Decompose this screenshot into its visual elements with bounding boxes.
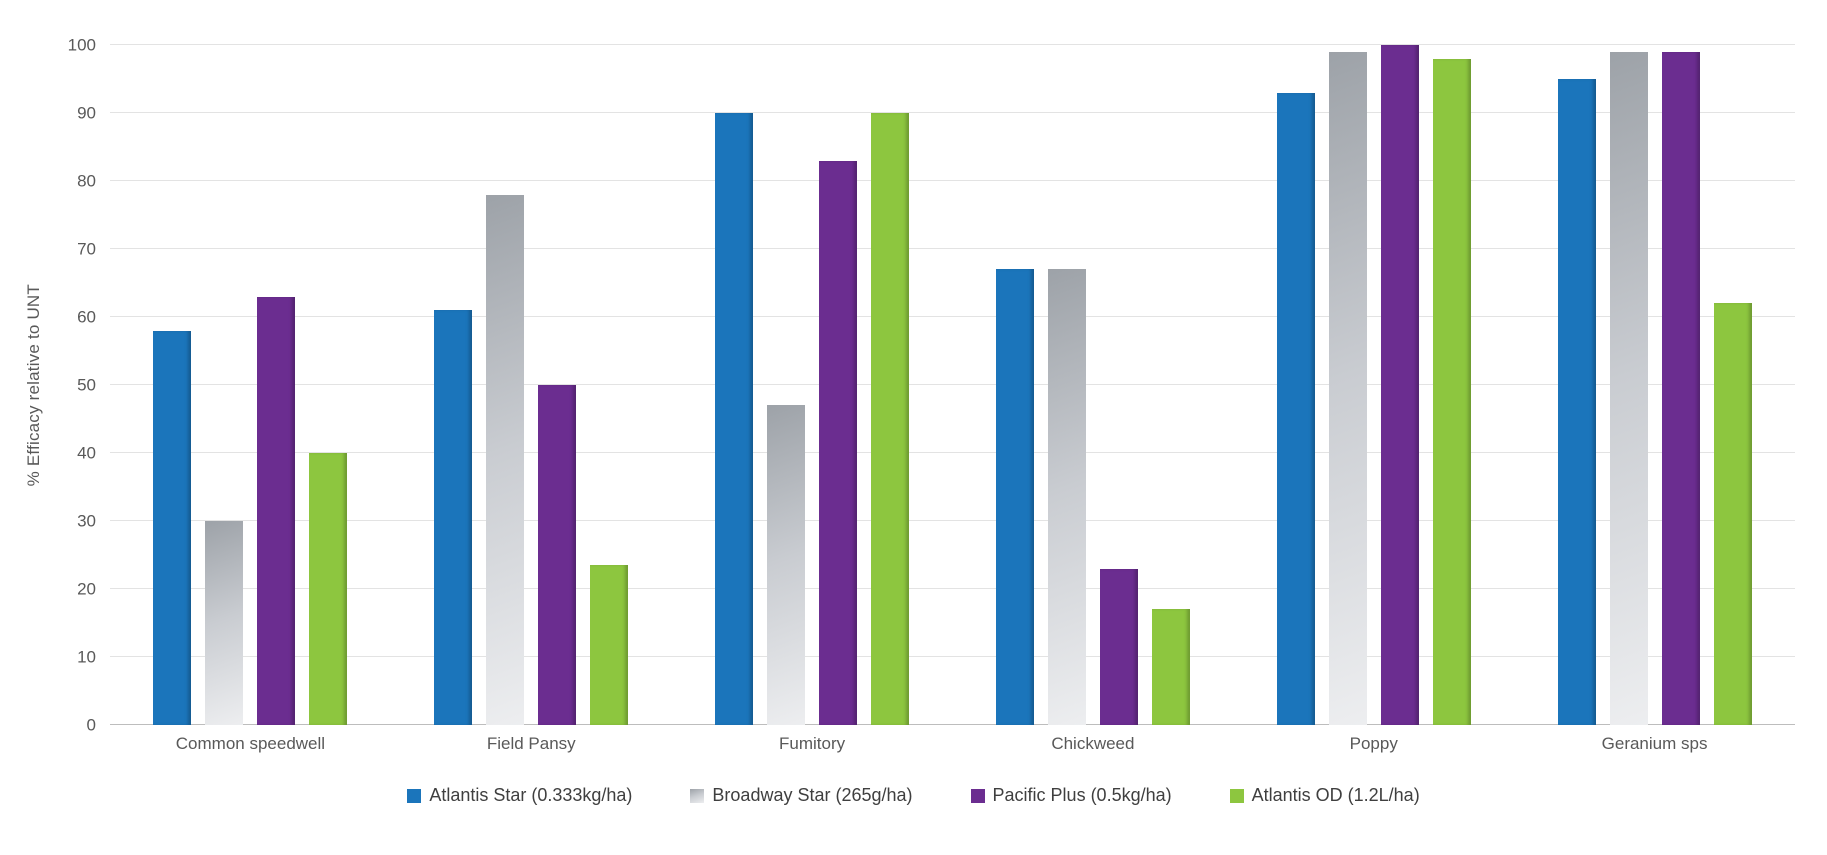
- legend-item: Broadway Star (265g/ha): [690, 785, 913, 806]
- legend-swatch-icon: [690, 788, 705, 803]
- bar: [1047, 269, 1086, 725]
- category-label: Field Pansy: [486, 734, 576, 753]
- gridline: [110, 656, 1795, 657]
- gridline: [110, 520, 1795, 521]
- legend-label: Atlantis Star (0.333kg/ha): [429, 785, 633, 805]
- legend-swatch-icon: [407, 788, 422, 803]
- x-axis-line: [110, 724, 1795, 725]
- legend-item: Pacific Plus (0.5kg/ha): [970, 785, 1172, 806]
- legend-item: Atlantis OD (1.2L/ha): [1229, 785, 1420, 806]
- bar-group: [110, 45, 391, 725]
- gridline: [110, 452, 1795, 453]
- bar-groups: [110, 45, 1795, 725]
- y-tick-label: 0: [86, 715, 96, 735]
- legend-label: Pacific Plus (0.5kg/ha): [992, 785, 1172, 805]
- y-tick-label: 40: [77, 443, 96, 463]
- bar-group: [952, 45, 1233, 725]
- category-label: Poppy: [1349, 734, 1398, 753]
- bar: [309, 453, 348, 725]
- bar: [1557, 79, 1596, 725]
- bar: [1432, 58, 1471, 725]
- bar-group: [391, 45, 672, 725]
- bar-group: [672, 45, 953, 725]
- legend-label: Broadway Star (265g/ha): [712, 785, 913, 805]
- bar: [1609, 51, 1648, 725]
- legend-label: Atlantis OD (1.2L/ha): [1251, 785, 1420, 805]
- y-tick-label: 50: [77, 375, 96, 395]
- bar: [1099, 568, 1138, 725]
- bar: [1713, 303, 1752, 725]
- y-tick-label: 30: [77, 511, 96, 531]
- y-tick-label: 60: [77, 307, 96, 327]
- bar: [1276, 92, 1315, 725]
- bar: [1328, 51, 1367, 725]
- gridline: [110, 316, 1795, 317]
- bar: [715, 113, 754, 725]
- bar: [767, 405, 806, 725]
- category-label: Chickweed: [1051, 734, 1135, 753]
- category-label: Geranium sps: [1601, 734, 1708, 753]
- y-tick-label: 20: [77, 579, 96, 599]
- bar: [995, 269, 1034, 725]
- legend-item: Atlantis Star (0.333kg/ha): [407, 785, 632, 806]
- bar: [257, 296, 296, 725]
- y-tick-label: 80: [77, 171, 96, 191]
- bar: [871, 113, 910, 725]
- bar: [205, 521, 244, 725]
- bar: [819, 160, 858, 725]
- y-axis-tick-labels: 0 10 20 30 40 50 60 70 80 90 100: [0, 37, 96, 734]
- y-tick-label: 90: [77, 103, 96, 123]
- bar: [590, 565, 629, 725]
- y-tick-label: 100: [67, 35, 96, 55]
- bar: [1661, 51, 1700, 725]
- gridline: [110, 588, 1795, 589]
- y-tick-label: 10: [77, 647, 96, 667]
- category-label: Fumitory: [779, 734, 846, 753]
- legend-swatch-icon: [970, 788, 985, 803]
- bar: [434, 310, 473, 725]
- bar: [1380, 45, 1419, 725]
- bar: [1151, 609, 1190, 725]
- plot-area: [110, 44, 1795, 725]
- gridline: [110, 384, 1795, 385]
- gridline: [110, 248, 1795, 249]
- category-label: Common speedwell: [175, 734, 326, 753]
- bar: [486, 194, 525, 725]
- gridline: [110, 112, 1795, 113]
- y-tick-label: 70: [77, 239, 96, 259]
- bar-group: [1514, 45, 1795, 725]
- bar: [538, 385, 577, 725]
- bar-group: [1233, 45, 1514, 725]
- bar: [153, 330, 192, 725]
- gridline: [110, 180, 1795, 181]
- x-axis-category-labels: Common speedwell Field Pansy Fumitory Chick…: [110, 734, 1795, 754]
- gridline: [110, 44, 1795, 45]
- legend-swatch-icon: [1229, 788, 1244, 803]
- legend: Atlantis Star (0.333kg/ha) Broadway Star …: [0, 785, 1827, 806]
